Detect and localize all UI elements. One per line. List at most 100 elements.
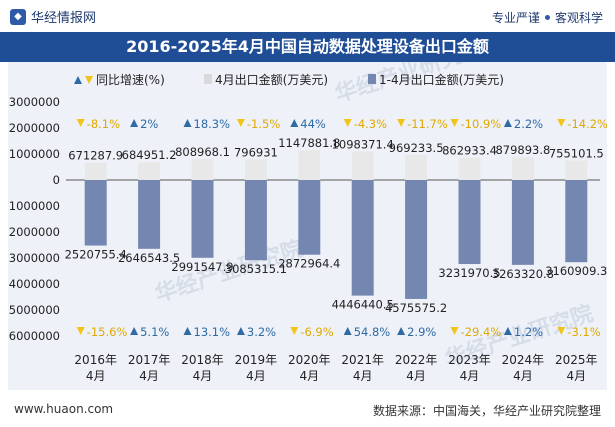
brand: ◆ 华经情报网 [10, 7, 96, 26]
ytd-value-label: 2872964.4 [278, 257, 340, 271]
x-category-label-line2: 4月 [513, 369, 533, 383]
x-category-label-line2: 4月 [566, 369, 586, 383]
y-tick-label: 0 [53, 173, 60, 187]
legend-ytd-label: 1-4月出口金额(万美元) [379, 72, 504, 87]
month-bar [405, 154, 428, 180]
ytd-bar [138, 180, 161, 249]
x-category-label-line1: 2024年 [502, 353, 545, 367]
growth-ytd-label: 13.1% [194, 325, 231, 339]
x-category-label-line1: 2025年 [555, 353, 598, 367]
month-value-label: 755101.5 [549, 146, 604, 160]
chart-title: 2016-2025年4月中国自动数据处理设备出口金额 [0, 32, 615, 62]
legend-month-label: 4月出口金额(万美元) [215, 72, 328, 87]
month-value-label: 808968.1 [175, 145, 230, 159]
brand-logo-icon: ◆ [10, 8, 26, 25]
month-value-label: 796931 [234, 145, 278, 159]
ytd-bar [84, 180, 107, 246]
tagline-2: 客观科学 [554, 11, 603, 25]
x-category-label-line1: 2022年 [395, 353, 438, 367]
x-category-label-line1: 2020年 [288, 353, 331, 367]
ytd-value-label: 3263320.8 [492, 267, 554, 281]
ytd-bar [244, 180, 267, 261]
top-bar: ◆ 华经情报网 专业严谨 客观科学 [0, 0, 615, 32]
x-category-label-line2: 4月 [406, 369, 426, 383]
legend-up-triangle-icon [74, 76, 82, 84]
growth-down-icon [397, 119, 406, 127]
y-tick-label: 2000000 [9, 225, 60, 239]
x-category-label-line2: 4月 [86, 369, 106, 383]
growth-month-label: -11.7% [407, 117, 448, 131]
data-labels: 671287.9 2520755.4 -8.1% -15.6% 2016年 4月 68495… [65, 117, 608, 383]
growth-up-icon [290, 119, 299, 127]
growth-up-icon [183, 327, 192, 335]
growth-down-icon [343, 119, 352, 127]
month-bar [511, 157, 534, 180]
growth-down-icon [76, 327, 85, 335]
ytd-value-label: 2520755.4 [65, 248, 127, 262]
month-value-label: 969233.5 [389, 141, 444, 155]
growth-month-label: -8.1% [87, 117, 120, 131]
ytd-bar [298, 180, 321, 255]
growth-up-icon [503, 327, 512, 335]
ytd-bar [351, 180, 374, 296]
growth-month-label: 44% [300, 117, 326, 131]
tagline-1: 专业严谨 [491, 11, 540, 25]
chart-panel: 华经产业研究院 华经产业研究院 华经产业研究院 同比增速(%) 4月出口金额(万美元)… [8, 35, 608, 390]
growth-month-label: 2% [140, 117, 158, 131]
growth-down-icon [450, 119, 459, 127]
growth-ytd-label: -3.1% [567, 325, 600, 339]
growth-up-icon [503, 119, 512, 127]
month-value-label: 671287.9 [68, 149, 123, 163]
growth-ytd-label: -29.4% [461, 325, 502, 339]
growth-up-icon [183, 119, 192, 127]
y-tick-label: 5000000 [9, 303, 60, 317]
y-tick-label: 1000000 [9, 147, 60, 161]
ytd-value-label: 2991547.9 [171, 260, 233, 274]
x-category-label-line1: 2023年 [448, 353, 491, 367]
growth-up-icon [343, 327, 352, 335]
ytd-value-label: 2646543.5 [118, 251, 180, 265]
month-bar [565, 160, 588, 180]
tagline: 专业严谨 客观科学 [492, 9, 603, 26]
legend-growth-label: 同比增速(%) [96, 73, 165, 87]
month-bar [84, 162, 107, 180]
growth-up-icon [236, 327, 245, 335]
x-category-label-line2: 4月 [460, 369, 480, 383]
x-category-label-line1: 2019年 [235, 353, 278, 367]
growth-month-label: 18.3% [194, 117, 231, 131]
data-source: 数据来源：中国海关，华经产业研究院整理 [372, 404, 601, 418]
website-link[interactable]: www.huaon.com [14, 402, 114, 416]
y-tick-label: 2000000 [9, 121, 60, 135]
x-category-label-line2: 4月 [246, 369, 266, 383]
brand-name: 华经情报网 [31, 11, 97, 26]
x-category-label-line1: 2016年 [74, 353, 117, 367]
y-tick-label: 3000000 [9, 251, 60, 265]
month-value-label: 879893.8 [495, 143, 550, 157]
growth-down-icon [450, 327, 459, 335]
month-value-label: 1098371.4 [332, 137, 394, 151]
growth-ytd-label: 54.8% [354, 325, 391, 339]
x-category-label-line1: 2021年 [341, 353, 384, 367]
growth-down-icon [557, 327, 566, 335]
ytd-value-label: 3231970.5 [438, 266, 500, 280]
ytd-bar [405, 180, 428, 299]
month-value-label: 1147881.8 [278, 136, 340, 150]
growth-down-icon [236, 119, 245, 127]
month-bar [244, 159, 267, 180]
legend-month-swatch [204, 74, 212, 84]
growth-ytd-label: 3.2% [247, 325, 276, 339]
y-tick-label: 1000000 [9, 199, 60, 213]
growth-down-icon [76, 119, 85, 127]
y-tick-label: 4000000 [9, 277, 60, 291]
growth-month-label: -14.2% [567, 117, 607, 131]
x-category-label-line2: 4月 [193, 369, 213, 383]
legend-ytd-swatch [368, 74, 376, 84]
month-bar [298, 150, 321, 180]
growth-down-icon [290, 327, 299, 335]
ytd-value-label: 4575575.2 [385, 301, 447, 315]
legend: 同比增速(%) 4月出口金额(万美元) 1-4月出口金额(万美元) [74, 72, 504, 87]
growth-month-label: -10.9% [461, 117, 502, 131]
legend-down-triangle-icon [85, 76, 93, 84]
x-category-label-line1: 2018年 [181, 353, 224, 367]
